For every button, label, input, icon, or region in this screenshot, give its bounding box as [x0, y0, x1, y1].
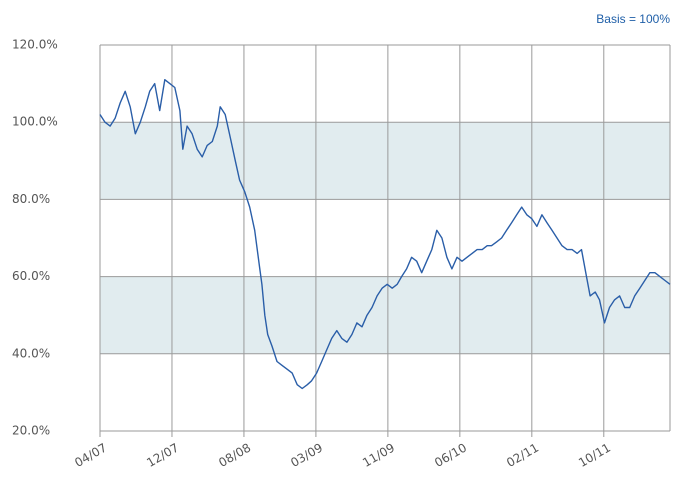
x-tick-label: 08/08	[216, 441, 253, 470]
x-tick-label: 03/09	[288, 441, 325, 470]
y-tick-label: 80.0%	[12, 192, 50, 206]
band	[100, 276, 670, 354]
band	[100, 122, 670, 200]
x-tick-label: 04/07	[72, 441, 109, 470]
y-tick-label: 20.0%	[12, 424, 50, 438]
x-tick-label: 12/07	[144, 441, 181, 470]
y-tick-label: 100.0%	[12, 115, 58, 129]
y-tick-label: 40.0%	[12, 346, 50, 360]
x-tick-label: 11/09	[360, 441, 397, 470]
y-tick-label: 120.0%	[12, 38, 58, 52]
y-tick-label: 60.0%	[12, 269, 50, 283]
x-tick-label: 02/11	[504, 441, 541, 470]
line-series	[99, 79, 671, 390]
chart-subtitle: Basis = 100%	[596, 12, 670, 26]
x-tick-label: 10/11	[576, 441, 613, 470]
x-tick-label: 06/10	[432, 441, 469, 470]
